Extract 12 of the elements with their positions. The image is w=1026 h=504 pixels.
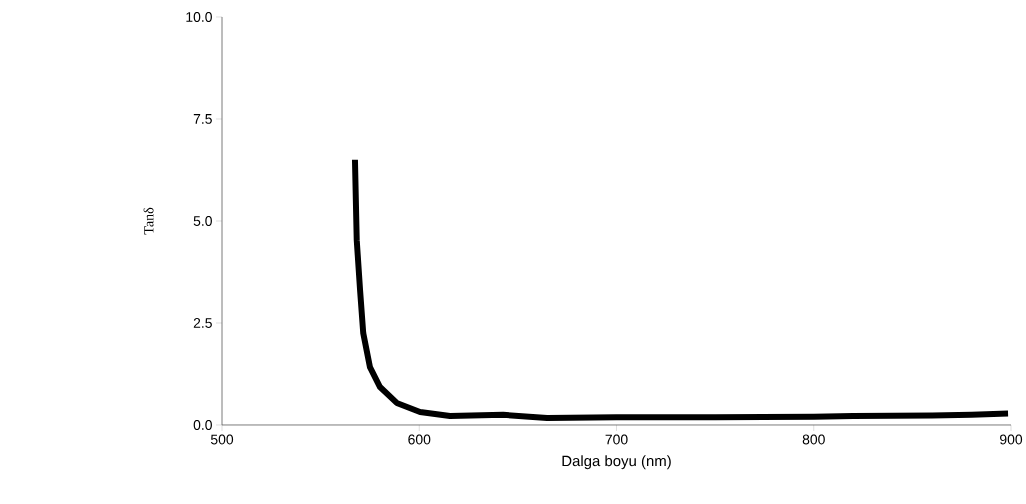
x-tick-label: 500 — [210, 434, 234, 445]
y-axis-title: Tanδ — [143, 207, 154, 235]
x-tick-label: 700 — [605, 434, 628, 445]
x-tick-label: 600 — [408, 434, 431, 445]
y-tick-label: 7.5 — [193, 114, 212, 124]
y-tick-label: 5.0 — [193, 216, 212, 226]
x-tick-label: 900 — [1000, 434, 1023, 445]
y-tick-label: 10.0 — [186, 12, 212, 22]
y-tick-label: 0.0 — [193, 420, 212, 430]
x-axis-title: Dalga boyu (nm) — [562, 455, 671, 470]
x-tick-label: 800 — [802, 434, 825, 445]
y-tick-label: 2.5 — [193, 318, 212, 328]
